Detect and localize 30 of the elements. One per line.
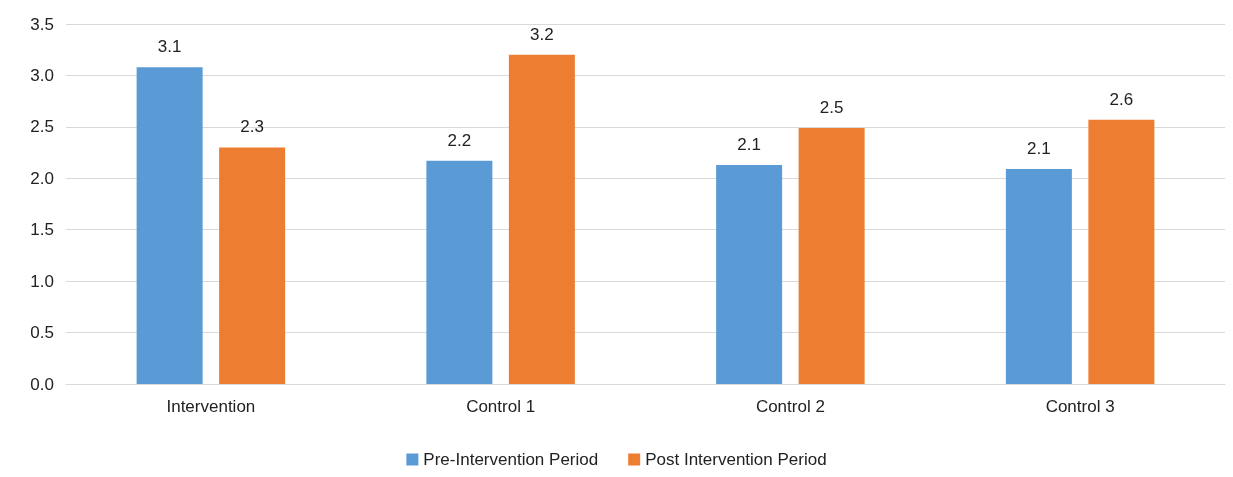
x-tick-label: Intervention [166, 397, 256, 416]
bar [426, 160, 493, 384]
data-label: 2.2 [447, 130, 472, 150]
x-tick-label: Control 3 [1045, 397, 1115, 416]
bar [136, 67, 203, 384]
x-tick-label: Control 2 [755, 397, 825, 416]
bar [1088, 119, 1155, 384]
data-label: 2.3 [240, 117, 264, 137]
data-label: 2.5 [819, 97, 844, 117]
data-label: 3.2 [530, 24, 554, 44]
legend-label: Post Intervention Period [645, 450, 827, 469]
bar [798, 127, 865, 384]
data-label: 2.1 [1027, 139, 1051, 159]
y-tick-label: 0.0 [30, 374, 54, 394]
y-tick-label: 0.5 [30, 323, 54, 343]
y-tick-label: 1.0 [30, 271, 54, 291]
y-tick-label: 3.5 [30, 14, 54, 34]
x-tick-label: Control 1 [466, 397, 536, 416]
data-label: 3.1 [157, 37, 182, 57]
y-tick-label: 2.0 [30, 168, 54, 188]
bar [219, 147, 286, 384]
bar [716, 164, 783, 384]
data-label: 2.1 [737, 134, 761, 154]
y-tick-label: 2.5 [30, 117, 54, 137]
bar [508, 54, 575, 384]
bar [1005, 169, 1072, 384]
y-tick-label: 3.0 [30, 65, 54, 85]
legend-label: Pre-Intervention Period [423, 450, 599, 469]
data-label: 2.6 [1109, 89, 1134, 109]
y-tick-label: 1.5 [30, 220, 54, 240]
